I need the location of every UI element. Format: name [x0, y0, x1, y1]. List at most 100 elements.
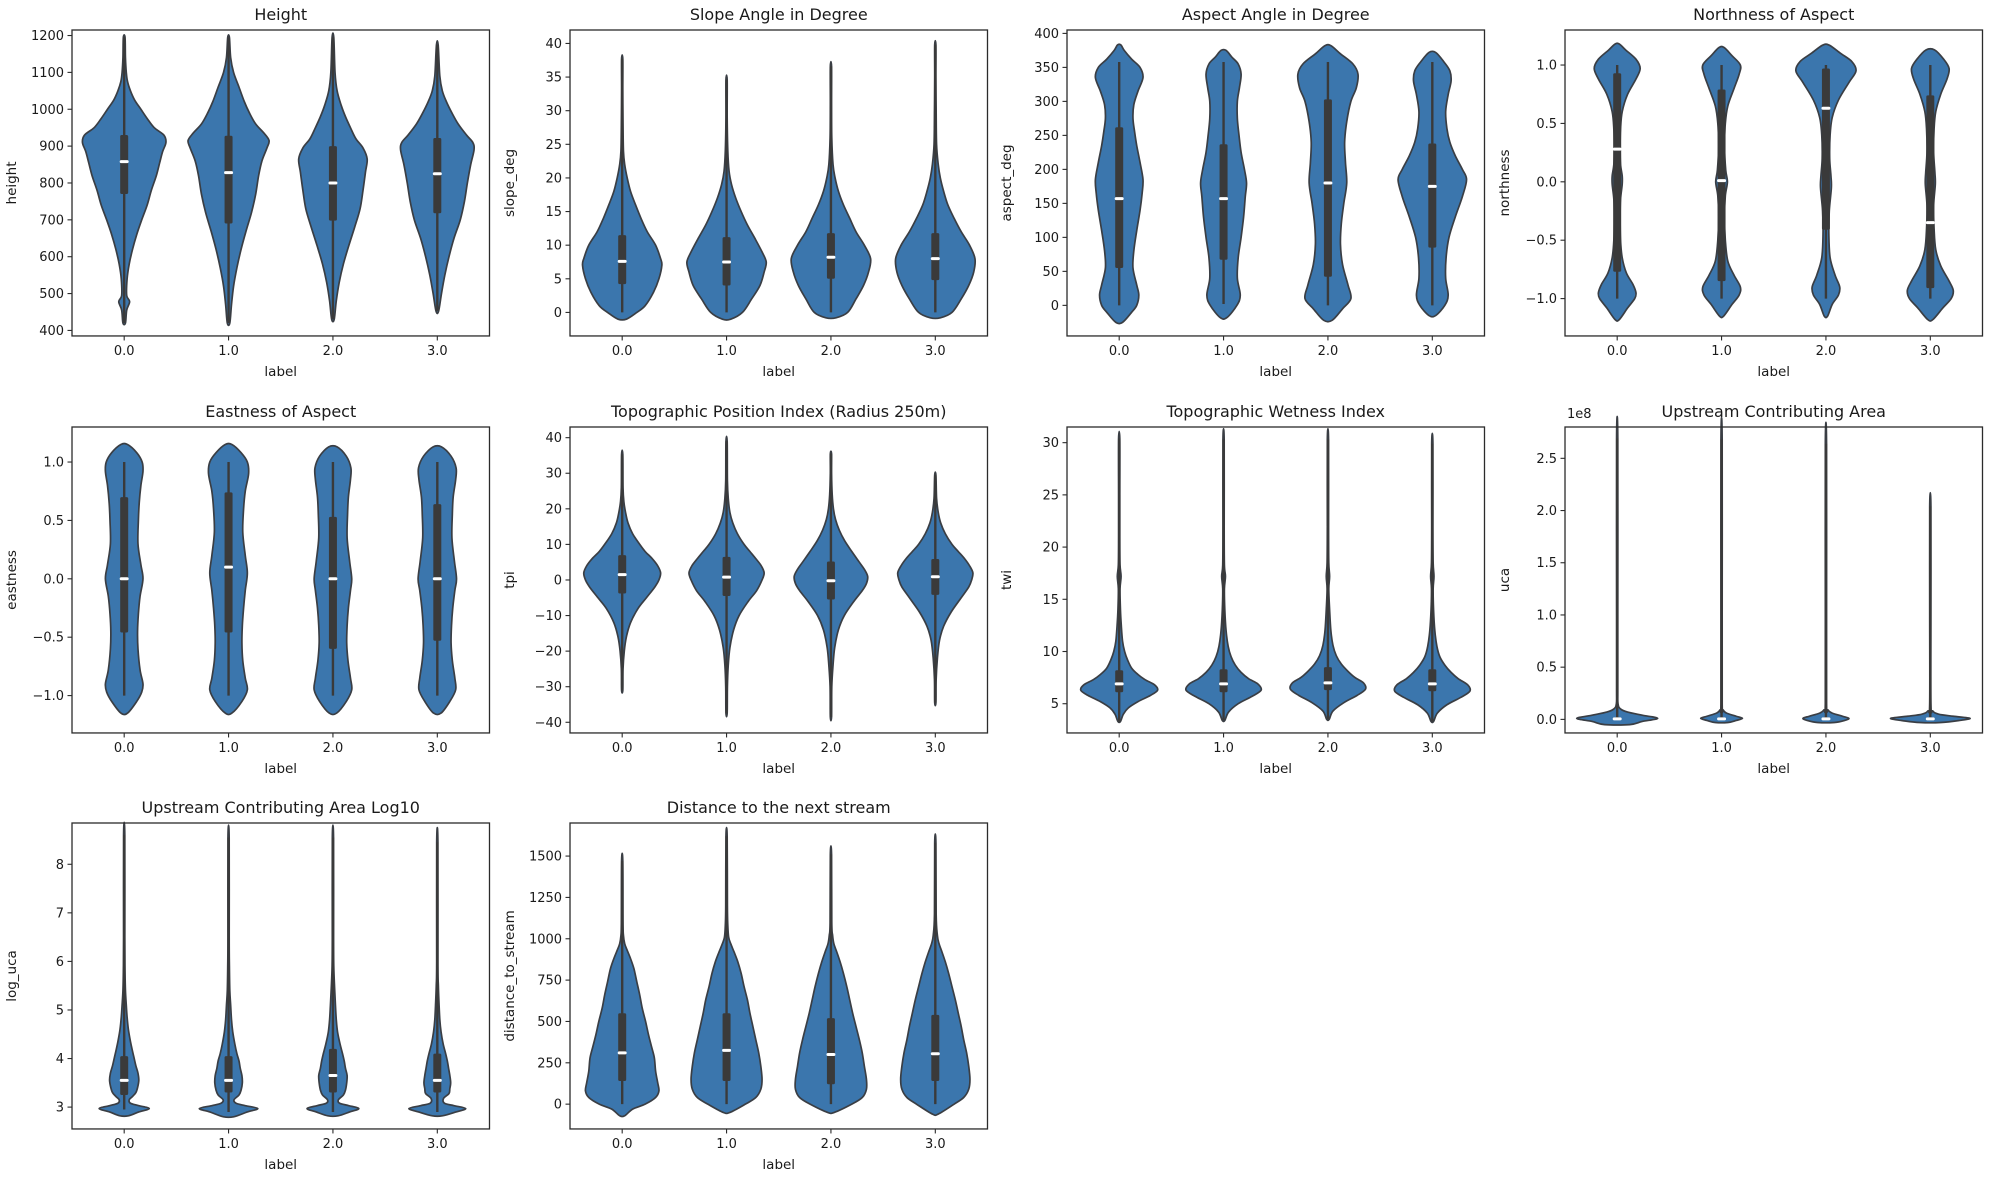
violin-median	[617, 1051, 627, 1055]
y-tick-label: 1100	[31, 66, 64, 81]
y-tick-label: 0.0	[1536, 175, 1557, 190]
y-tick-label: 1250	[528, 891, 561, 906]
y-tick-label: 1.0	[1536, 608, 1557, 623]
x-tick-label: 2.0	[1815, 344, 1836, 359]
violin-median	[328, 576, 338, 580]
y-tick-label: 20	[545, 171, 562, 186]
violin-box	[1925, 95, 1934, 289]
violin-box	[930, 233, 939, 281]
y-tick-label: 800	[39, 176, 64, 191]
x-tick-label: 2.0	[323, 741, 344, 756]
y-axis-label: twi	[999, 570, 1015, 590]
violin-box	[1428, 143, 1437, 248]
subplot-twi: Topographic Wetness Index 5 10 15 20 25 30 0.0 1…	[995, 397, 1493, 794]
y-tick-label: 6	[56, 955, 64, 970]
y-tick-label: 1.0	[43, 455, 64, 470]
x-tick-label: 3.0	[1422, 741, 1443, 756]
violin-median	[224, 565, 234, 569]
x-tick-label: 1.0	[716, 741, 737, 756]
x-tick-label: 0.0	[114, 1137, 135, 1152]
subplot-height: Height 400 500 600 700 800 900 1000 1100 1200 0.0 1…	[0, 0, 498, 397]
x-tick-label: 0.0	[114, 344, 135, 359]
x-tick-label: 0.0	[611, 741, 632, 756]
axes-spines	[1563, 426, 1983, 734]
y-tick-label: 0	[553, 573, 561, 588]
violin-median	[617, 259, 627, 263]
x-tick-label: 0.0	[1606, 344, 1627, 359]
x-tick-label: 3.0	[1422, 344, 1443, 359]
x-tick-label: 3.0	[924, 344, 945, 359]
y-tick-label: 40	[545, 431, 562, 446]
x-tick-label: 2.0	[1318, 741, 1339, 756]
violin-median	[721, 260, 731, 264]
y-tick-label: 500	[537, 1015, 562, 1030]
violin-median	[1427, 184, 1437, 188]
violin-median	[1612, 717, 1622, 721]
y-tick-label: 20	[545, 502, 562, 517]
violin-box	[1821, 68, 1830, 230]
violin-chart-uca: Upstream Contributing Area 1e8 0.0 0.5 1.0 1.…	[1497, 402, 1983, 777]
y-tick-label: −1.0	[32, 689, 64, 704]
violin-box	[1717, 89, 1726, 282]
x-tick-label: 1.0	[716, 344, 737, 359]
violin-median	[328, 181, 338, 185]
y-tick-label: 1000	[528, 933, 561, 948]
subplot-uca: Upstream Contributing Area 1e8 0.0 0.5 1.0 1.…	[1493, 397, 1990, 794]
y-tick-label: 150	[1034, 197, 1059, 212]
subplot-northness: Northness of Aspect −1.0 −0.5 0.0 0.5 1.0 0.0 1…	[1493, 0, 1990, 397]
x-tick-label: 0.0	[611, 1137, 632, 1152]
x-axis-label: label	[1259, 761, 1292, 777]
violin-median	[328, 1074, 338, 1078]
y-axis-label: uca	[1497, 568, 1513, 592]
violin-chart-twi: Topographic Wetness Index 5 10 15 20 25 30 0.0 1…	[999, 402, 1486, 777]
y-tick-label: 1.0	[1536, 59, 1557, 74]
y-axis-label: height	[4, 161, 20, 204]
axes-spines	[1563, 29, 1983, 337]
y-tick-label: −40	[534, 715, 561, 730]
violin-median	[1323, 181, 1333, 185]
violin-median	[224, 1079, 234, 1083]
violin-box	[120, 1056, 129, 1096]
y-tick-label: 400	[39, 324, 64, 339]
y-tick-label: 5	[56, 1004, 64, 1019]
y-tick-label: 300	[1034, 95, 1059, 110]
subplot-aspect_deg: Aspect Angle in Degree 0 50 100 150 200 250 300…	[995, 0, 1493, 397]
y-tick-label: 600	[39, 250, 64, 265]
x-tick-label: 3.0	[924, 1137, 945, 1152]
y-tick-label: 1.5	[1536, 556, 1557, 571]
x-tick-label: 1.0	[1711, 344, 1732, 359]
violin-chart-slope_deg: Slope Angle in Degree 0 5 10 15 20 25 30 35 40 0.0…	[502, 5, 988, 380]
y-tick-label: 1500	[528, 850, 561, 865]
violin-median	[224, 171, 234, 175]
x-tick-label: 3.0	[1919, 344, 1940, 359]
violin-median	[825, 578, 835, 582]
x-tick-label: 3.0	[1919, 741, 1940, 756]
axes-spines	[1066, 29, 1486, 337]
x-tick-label: 1.0	[1213, 741, 1234, 756]
y-tick-label: 35	[545, 71, 562, 86]
violin-box	[930, 1015, 939, 1082]
violin-box	[120, 135, 129, 195]
y-tick-label: 25	[545, 138, 562, 153]
x-tick-label: 2.0	[1815, 741, 1836, 756]
y-tick-label: 0.5	[1536, 117, 1557, 132]
x-tick-label: 1.0	[218, 1137, 239, 1152]
y-axis-label: distance_to_stream	[502, 911, 518, 1042]
x-tick-label: 3.0	[427, 344, 448, 359]
axes-spines	[71, 29, 491, 337]
y-tick-label: 2.5	[1536, 451, 1557, 466]
x-tick-label: 0.0	[1606, 741, 1627, 756]
x-axis-label: label	[762, 364, 795, 380]
violin-box	[224, 1056, 233, 1093]
axes-spines	[1066, 426, 1486, 734]
subplot-log_uca: Upstream Contributing Area Log10 3 4 5 6 7 8 0.…	[0, 793, 498, 1190]
x-tick-label: 2.0	[820, 741, 841, 756]
y-tick-label: 8	[56, 858, 64, 873]
y-axis-label: tpi	[502, 571, 518, 589]
y-tick-label: 15	[545, 205, 562, 220]
y-tick-label: 700	[39, 213, 64, 228]
y-tick-label: 400	[1034, 27, 1059, 42]
x-tick-label: 0.0	[1109, 741, 1130, 756]
y-tick-label: 0	[553, 1098, 561, 1113]
violin-chart-tpi: Topographic Position Index (Radius 250m)…	[502, 402, 988, 777]
